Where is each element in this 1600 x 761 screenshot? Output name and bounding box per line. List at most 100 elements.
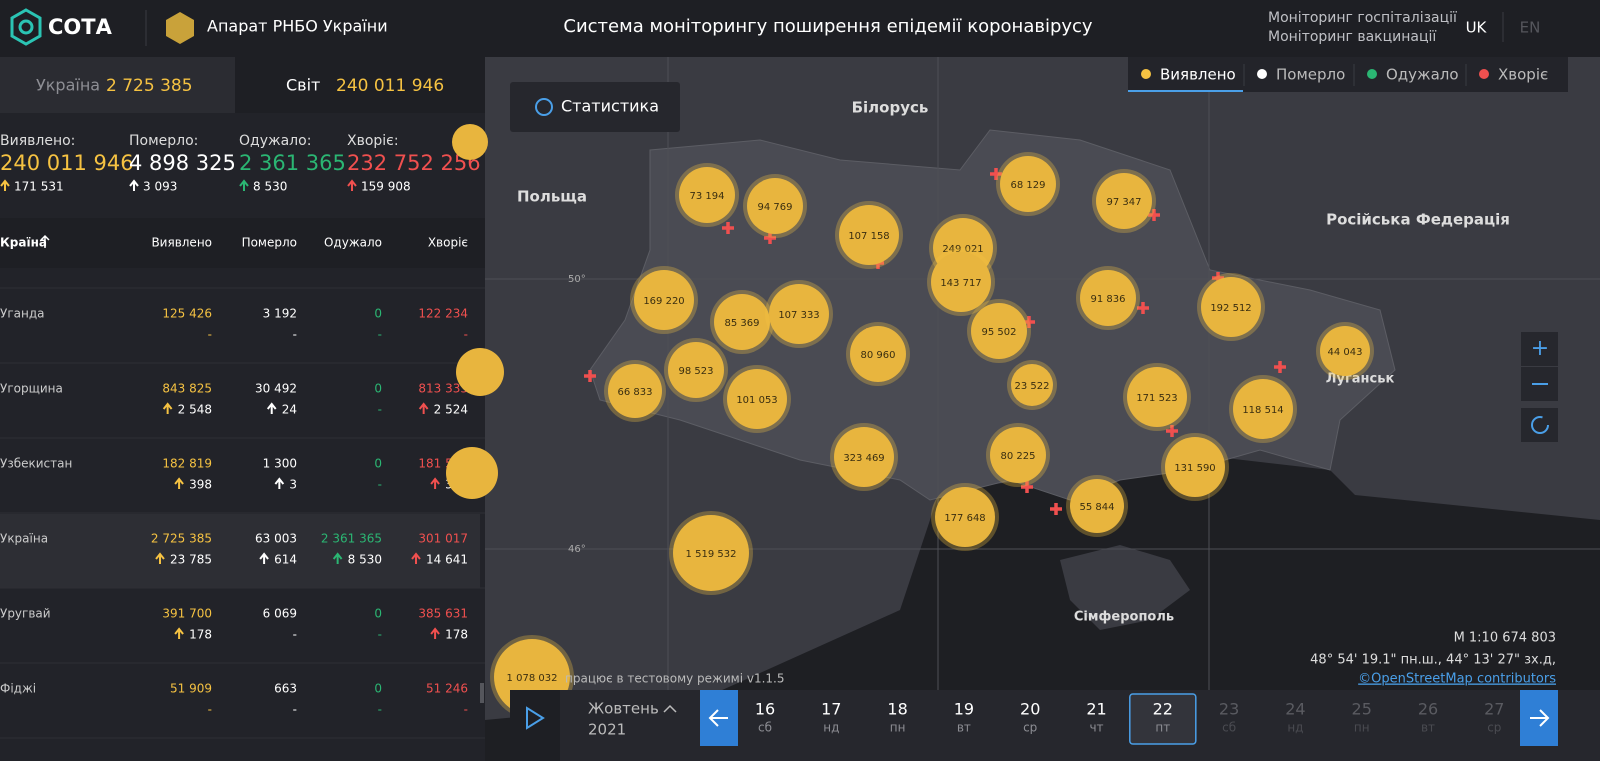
cluster[interactable] [747, 178, 803, 234]
cell-value: 51 909 [170, 682, 212, 696]
cell-value: 1 300 [263, 457, 297, 471]
hospital-marker[interactable] [1166, 425, 1178, 437]
day-number[interactable]: 22 [1153, 700, 1173, 719]
day-number[interactable]: 18 [887, 700, 907, 719]
cluster-label: 68 129 [1011, 180, 1046, 191]
nav-link[interactable]: Моніторинг госпіталізації [1268, 10, 1457, 26]
cluster[interactable] [1201, 277, 1261, 337]
hospital-marker[interactable] [1021, 481, 1033, 493]
cluster[interactable] [1165, 437, 1225, 497]
weekday: нд [823, 721, 839, 735]
country-name[interactable]: Уганда [0, 307, 44, 321]
logo[interactable]: СОТА [10, 8, 113, 46]
day-number[interactable]: 16 [755, 700, 775, 719]
cluster[interactable] [971, 303, 1027, 359]
cluster[interactable] [673, 515, 749, 591]
place-label: Російська Федерація [1326, 211, 1510, 229]
cluster[interactable] [1127, 367, 1187, 427]
tab-active[interactable] [235, 57, 485, 113]
legend-dot [1479, 69, 1489, 79]
cluster[interactable] [1233, 379, 1293, 439]
column-header[interactable]: Померло [242, 236, 297, 250]
hospital-marker[interactable] [990, 168, 1002, 180]
cluster[interactable] [456, 348, 504, 396]
country-name[interactable]: Фіджі [0, 682, 36, 696]
weekday: вт [957, 721, 971, 735]
column-header[interactable]: Країна [0, 236, 47, 250]
column-header[interactable]: Виявлено [151, 236, 212, 250]
cell-delta: 23 785 [170, 553, 212, 567]
reset-view[interactable] [1521, 408, 1558, 442]
hospital-marker[interactable] [722, 222, 734, 234]
hospital-marker[interactable] [1050, 503, 1062, 515]
country-name[interactable]: Угорщина [0, 382, 63, 396]
hospital-marker[interactable] [764, 232, 776, 244]
stats-button[interactable] [510, 82, 680, 132]
cluster[interactable] [769, 284, 829, 344]
column-header[interactable]: Хворіє [428, 236, 468, 250]
cluster[interactable] [935, 487, 995, 547]
cluster[interactable] [446, 447, 498, 499]
cluster[interactable] [1000, 156, 1056, 212]
cell-value: 0 [374, 382, 382, 396]
attribution-link[interactable]: ©OpenStreetMap contributors [1358, 672, 1556, 687]
cell-delta: 398 [189, 478, 212, 492]
column-header[interactable]: Одужало [324, 236, 382, 250]
hospital-marker[interactable] [584, 370, 596, 382]
legend-label[interactable]: Виявлено [1160, 66, 1236, 84]
cluster-label: 1 078 032 [507, 673, 558, 684]
hospital-marker[interactable] [1137, 302, 1149, 314]
country-name[interactable]: Україна [0, 532, 48, 546]
tab[interactable] [0, 57, 235, 113]
cluster[interactable] [608, 364, 662, 418]
summary: Виявлено: 240 011 946 171 531 Померло: 4 898… [0, 133, 481, 194]
play-button[interactable] [510, 690, 560, 761]
lang-button[interactable]: EN [1520, 19, 1541, 37]
cluster[interactable] [668, 342, 724, 398]
zoom-in[interactable] [1521, 332, 1558, 366]
cluster[interactable] [679, 167, 735, 223]
legend-label[interactable]: Померло [1276, 66, 1345, 84]
day-number: 23 [1219, 700, 1239, 719]
day-number[interactable]: 19 [954, 700, 974, 719]
cluster[interactable] [1011, 364, 1053, 406]
lang-button[interactable]: UK [1466, 19, 1488, 37]
cluster[interactable] [634, 270, 694, 330]
cluster[interactable] [990, 427, 1046, 483]
cluster[interactable] [727, 369, 787, 429]
day-number[interactable]: 21 [1086, 700, 1106, 719]
cluster[interactable] [839, 205, 899, 265]
country-name[interactable]: Уругвай [0, 607, 51, 621]
place-label: Білорусь [852, 99, 929, 117]
cluster[interactable] [1070, 479, 1124, 533]
cell-delta: - [378, 478, 382, 492]
cluster[interactable] [931, 252, 991, 312]
cell-delta: 24 [282, 403, 297, 417]
cluster[interactable] [850, 326, 906, 382]
weekday: сб [758, 721, 772, 735]
day-number: 27 [1484, 700, 1504, 719]
legend-label[interactable]: Одужало [1386, 66, 1459, 84]
legend-dot [1367, 69, 1377, 79]
weekday: сб [1222, 721, 1236, 735]
hospital-marker[interactable] [1274, 361, 1286, 373]
prev-icon [708, 709, 728, 727]
stats-button-label: Статистика [561, 97, 659, 116]
cell-value: 0 [374, 682, 382, 696]
hospital-marker[interactable] [1148, 209, 1160, 221]
country-name[interactable]: Узбекистан [0, 457, 72, 471]
cluster[interactable] [1080, 270, 1136, 326]
emblem [166, 12, 194, 44]
cluster[interactable] [1320, 326, 1370, 376]
cluster[interactable] [834, 427, 894, 487]
scrollbar[interactable] [480, 683, 484, 703]
nav-link[interactable]: Моніторинг вакцинації [1268, 29, 1436, 45]
cluster[interactable] [714, 294, 770, 350]
cluster[interactable] [1096, 173, 1152, 229]
cluster-label: 91 836 [1091, 294, 1126, 305]
day-number[interactable]: 20 [1020, 700, 1040, 719]
month[interactable]: Жовтень [588, 700, 659, 718]
legend-label[interactable]: Хворіє [1498, 66, 1548, 84]
day-number[interactable]: 17 [821, 700, 841, 719]
cluster[interactable] [452, 124, 488, 160]
